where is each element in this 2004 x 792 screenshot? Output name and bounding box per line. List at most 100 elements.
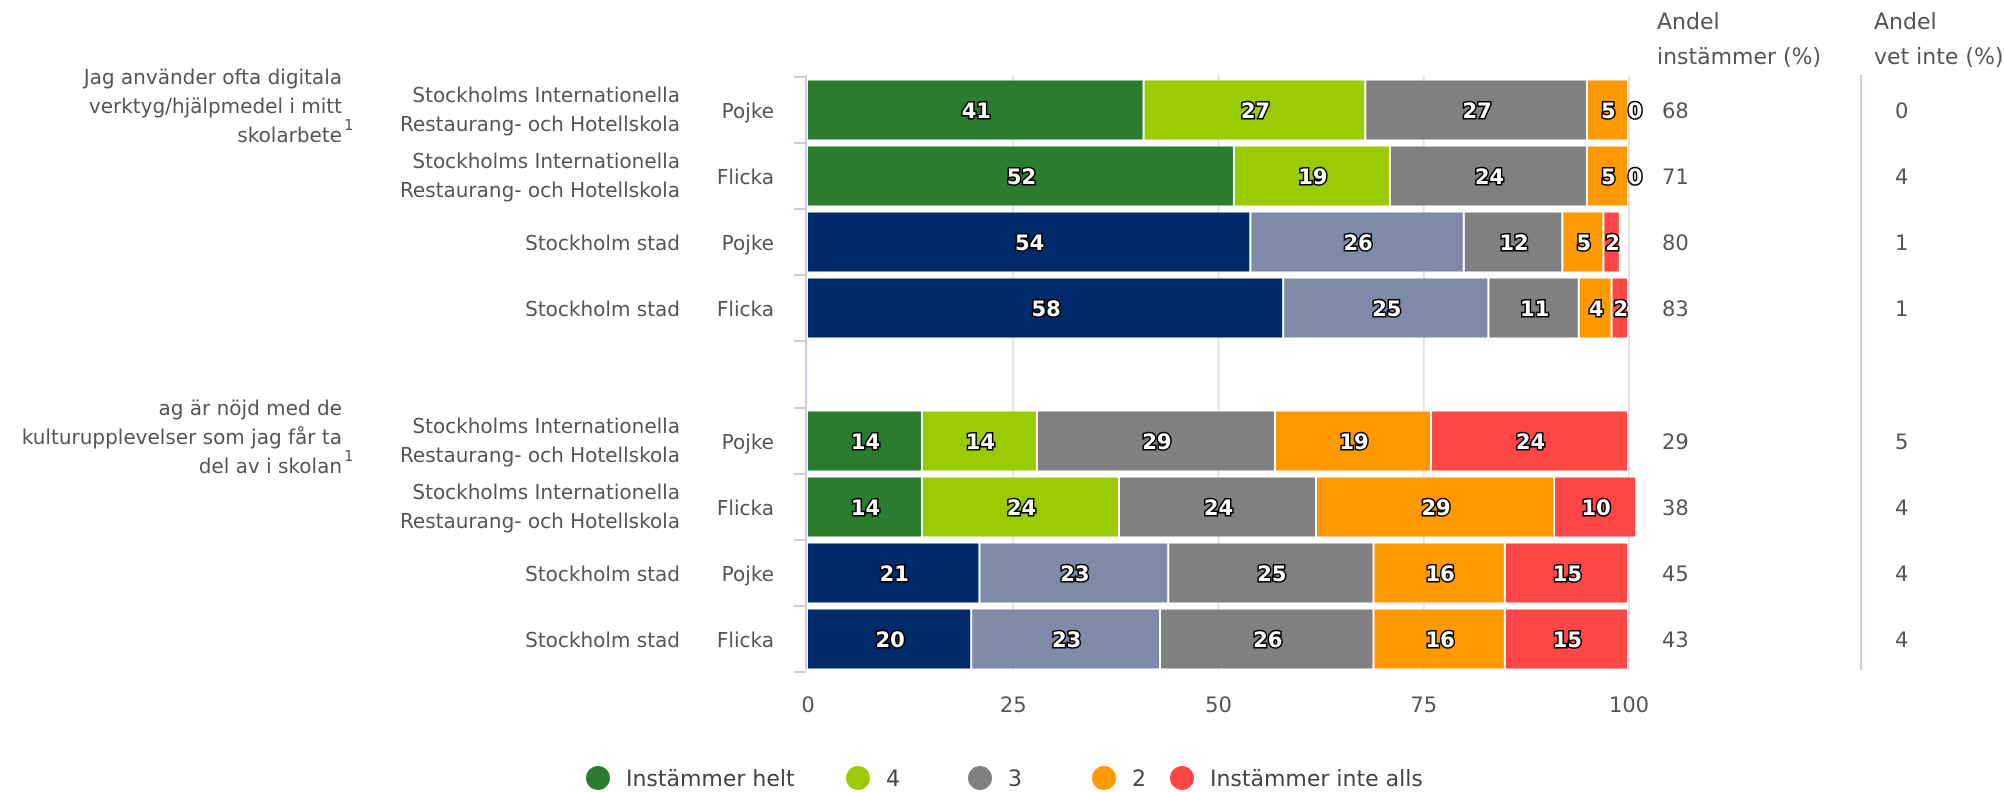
footnote-marker: 1	[344, 116, 354, 134]
andel-instammer-value: 80	[1662, 231, 1689, 255]
andel-vet-inte-value: 4	[1895, 496, 1908, 520]
question-label-line: ag är nöjd med de	[158, 396, 342, 420]
bar-value-label: 24	[1204, 496, 1233, 520]
bar-value-label: 19	[1339, 430, 1368, 454]
bar-segment	[808, 543, 979, 603]
bar-segment	[1374, 543, 1504, 603]
bar-segment	[1431, 411, 1627, 471]
legend-swatch-icon	[1170, 766, 1194, 790]
gender-label: Pojke	[722, 231, 774, 255]
school-label-line: Restaurang- och Hotellskola	[400, 509, 680, 533]
gender-label: Flicka	[717, 297, 774, 321]
bar-value-label: 41	[962, 99, 991, 123]
bar-segment	[808, 146, 1233, 206]
andel-vet-inte-value: 0	[1895, 99, 1908, 123]
bar-segment	[980, 543, 1168, 603]
question-label-line: verktyg/hjälpmedel i mitt	[89, 94, 342, 118]
bar-segment	[1161, 609, 1373, 669]
school-label: Stockholm stad	[525, 628, 680, 652]
andel-instammer-value: 38	[1662, 496, 1689, 520]
andel-instammer-value: 83	[1662, 297, 1689, 321]
header-share_dont_know-line: Andel	[1874, 10, 1937, 35]
bar-value-label: 29	[1142, 430, 1171, 454]
bar-value-label: 20	[875, 628, 904, 652]
bar-segment	[1587, 80, 1627, 140]
bar-value-label: 14	[851, 496, 880, 520]
bar-segment	[1119, 477, 1316, 537]
bar-value-label: 26	[1253, 628, 1282, 652]
bar-value-label: 5	[1601, 99, 1616, 123]
bar-segment	[1366, 80, 1586, 140]
x-tick-label: 50	[1205, 693, 1232, 717]
school-label-line: Restaurang- och Hotellskola	[400, 178, 680, 202]
school-label-line: Stockholms Internationella	[412, 480, 680, 504]
bar-segment	[808, 212, 1250, 272]
bar-value-label: 14	[966, 430, 995, 454]
bar-value-label: 15	[1553, 628, 1582, 652]
bar-value-label: 19	[1298, 165, 1327, 189]
bar-segment	[808, 278, 1283, 338]
school-label-line: Stockholms Internationella	[412, 83, 680, 107]
bar-segment	[808, 411, 921, 471]
school-label-line: Restaurang- och Hotellskola	[400, 112, 680, 136]
header-share_dont_know-line: vet inte (%)	[1874, 45, 2003, 70]
school-label: Stockholm stad	[525, 562, 680, 586]
bar-segment	[1390, 146, 1586, 206]
legend-swatch-icon	[846, 766, 870, 790]
bar-segment	[1317, 477, 1554, 537]
bar-segment	[1234, 146, 1389, 206]
bar-segment	[1563, 212, 1603, 272]
bar-segment	[1505, 609, 1627, 669]
x-tick-label: 25	[1000, 693, 1027, 717]
bar-value-label: 29	[1421, 496, 1450, 520]
school-label: Stockholm stad	[525, 297, 680, 321]
school-label-line: Restaurang- och Hotellskola	[400, 443, 680, 467]
bar-value-label: 0	[1628, 99, 1643, 123]
legend-label: 4	[886, 767, 900, 792]
gender-label: Pojke	[722, 99, 774, 123]
bar-value-label: 54	[1015, 231, 1044, 255]
gender-label: Pojke	[722, 430, 774, 454]
legend-swatch-icon	[968, 766, 992, 790]
question-label-line: Jag använder ofta digitala	[82, 65, 342, 89]
andel-vet-inte-value: 4	[1895, 165, 1908, 189]
bar-value-label: 52	[1007, 165, 1036, 189]
bar-value-label: 23	[1052, 628, 1081, 652]
bar-value-label: 26	[1343, 231, 1372, 255]
legend-label: 2	[1132, 767, 1146, 792]
bar-value-label: 5	[1577, 231, 1592, 255]
andel-instammer-value: 68	[1662, 99, 1689, 123]
bar-value-label: 58	[1031, 297, 1060, 321]
legend-swatch-icon	[1092, 766, 1116, 790]
bar-segment	[1144, 80, 1365, 140]
bar-value-label: 23	[1060, 562, 1089, 586]
andel-vet-inte-value: 4	[1895, 562, 1908, 586]
andel-vet-inte-value: 5	[1895, 430, 1908, 454]
bar-value-label: 11	[1520, 297, 1549, 321]
bar-value-label: 16	[1426, 562, 1455, 586]
gender-label: Flicka	[717, 628, 774, 652]
bar-value-label: 2	[1613, 297, 1628, 321]
bar-segment	[1489, 278, 1578, 338]
bar-value-label: 25	[1257, 562, 1286, 586]
bar-segment	[808, 477, 921, 537]
bar-value-label: 24	[1516, 430, 1545, 454]
bar-segment	[1579, 278, 1611, 338]
andel-vet-inte-value: 4	[1895, 628, 1908, 652]
andel-instammer-value: 71	[1662, 165, 1689, 189]
bar-value-label: 0	[1628, 165, 1643, 189]
x-tick-label: 0	[801, 693, 814, 717]
andel-vet-inte-value: 1	[1895, 231, 1908, 255]
gender-label: Pojke	[722, 562, 774, 586]
bar-segment	[1587, 146, 1627, 206]
bar-segment	[1284, 278, 1488, 338]
bar-value-label: 24	[1007, 496, 1036, 520]
bar-value-label: 5	[1601, 165, 1616, 189]
school-label-line: Stockholms Internationella	[412, 149, 680, 173]
bar-value-label: 27	[1241, 99, 1270, 123]
bar-value-label: 15	[1553, 562, 1582, 586]
bar-value-label: 25	[1372, 297, 1401, 321]
bar-segment	[1251, 212, 1463, 272]
bar-segment	[1604, 212, 1619, 272]
